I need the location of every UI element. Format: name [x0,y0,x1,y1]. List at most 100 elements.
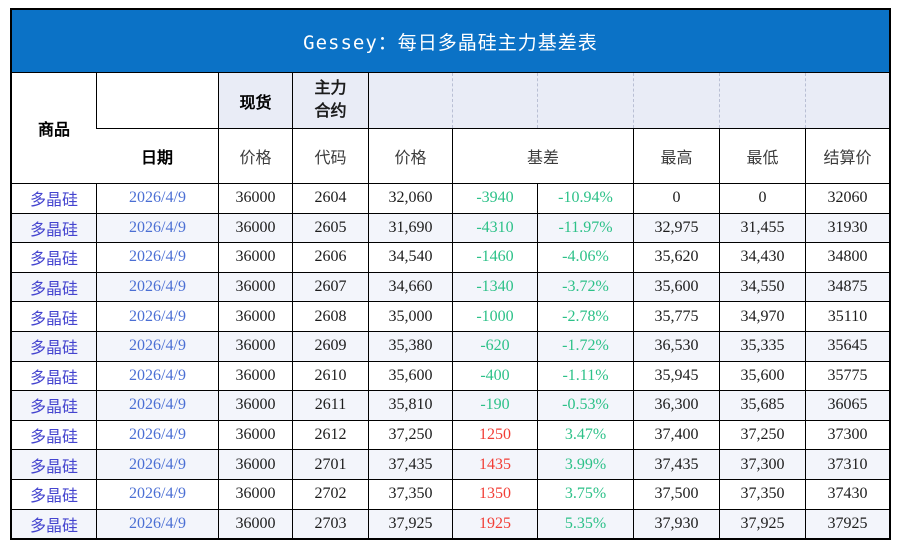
cell-commodity: 多晶硅 [12,330,96,361]
cell-date: 2026/4/9 [96,508,218,539]
col-header-main-contract: 主力合约 [292,73,368,128]
cell-commodity: 多晶硅 [12,212,96,243]
col-header-main-price: 价格 [368,128,452,183]
cell-low: 0 [719,183,805,213]
cell-low: 34,970 [719,301,805,331]
cell-main-price: 35,810 [368,390,452,420]
header-blank-above-basis-pct [537,73,633,128]
cell-basis-pct: -2.78% [537,301,633,331]
table-body: 多晶硅 2026/4/9 36000 2604 32,060 -3940 -10.94% 0 0… [12,183,889,539]
cell-contract-code: 2703 [292,508,368,539]
cell-commodity: 多晶硅 [12,360,96,391]
col-header-spot: 现货 [218,73,292,128]
cell-spot-price: 36000 [218,360,292,391]
cell-settle: 32060 [805,183,889,213]
table-row: 多晶硅 2026/4/9 36000 2702 37,350 1350 3.75% 37,50… [12,478,889,509]
cell-high: 37,400 [633,419,719,450]
cell-spot-price: 36000 [218,242,292,272]
cell-settle: 35110 [805,301,889,331]
basis-table-frame: 商品 现货 主力合约 日期 价格 代码 价格 基差 [10,72,891,541]
cell-high: 36,530 [633,330,719,361]
cell-date: 2026/4/9 [96,183,218,213]
cell-spot-price: 36000 [218,419,292,450]
cell-contract-code: 2604 [292,183,368,213]
table-row: 多晶硅 2026/4/9 36000 2611 35,810 -190 -0.53% 36,3… [12,390,889,420]
cell-low: 34,430 [719,242,805,272]
cell-commodity: 多晶硅 [12,183,96,213]
cell-date: 2026/4/9 [96,360,218,391]
cell-high: 32,975 [633,212,719,243]
col-header-basis: 基差 [452,128,633,183]
cell-spot-price: 36000 [218,212,292,243]
table-row: 多晶硅 2026/4/9 36000 2610 35,600 -400 -1.11% 35,9… [12,360,889,391]
cell-date: 2026/4/9 [96,301,218,331]
table-row: 多晶硅 2026/4/9 36000 2703 37,925 1925 5.35% 37,93… [12,508,889,539]
cell-settle: 35645 [805,330,889,361]
cell-contract-code: 2607 [292,271,368,302]
cell-high: 35,775 [633,301,719,331]
cell-spot-price: 36000 [218,478,292,509]
cell-basis: -4310 [452,212,537,243]
header-blank-above-main-price [368,73,452,128]
cell-low: 35,685 [719,390,805,420]
cell-low: 31,455 [719,212,805,243]
cell-settle: 37925 [805,508,889,539]
cell-basis-pct: 3.75% [537,478,633,509]
cell-main-price: 35,600 [368,360,452,391]
col-header-high: 最高 [633,128,719,183]
col-header-settle: 结算价 [805,128,889,183]
cell-settle: 35775 [805,360,889,391]
cell-contract-code: 2609 [292,330,368,361]
cell-settle: 34875 [805,271,889,302]
cell-contract-code: 2611 [292,390,368,420]
cell-basis: -1340 [452,271,537,302]
cell-date: 2026/4/9 [96,212,218,243]
cell-commodity: 多晶硅 [12,271,96,302]
cell-main-price: 34,540 [368,242,452,272]
header-blank-above-date [96,73,218,128]
cell-high: 35,600 [633,271,719,302]
table-row: 多晶硅 2026/4/9 36000 2701 37,435 1435 3.99% 37,43… [12,449,889,479]
cell-commodity: 多晶硅 [12,301,96,331]
table-row: 多晶硅 2026/4/9 36000 2612 37,250 1250 3.47% 37,40… [12,419,889,450]
cell-commodity: 多晶硅 [12,508,96,539]
cell-settle: 37310 [805,449,889,479]
title-bar: Gessey：每日多晶硅主力基差表 [10,8,891,72]
cell-basis-pct: 3.99% [537,449,633,479]
cell-contract-code: 2608 [292,301,368,331]
cell-basis-pct: -1.11% [537,360,633,391]
col-header-spot-price: 价格 [218,128,292,183]
cell-spot-price: 36000 [218,390,292,420]
basis-table: 商品 现货 主力合约 日期 价格 代码 价格 基差 [12,73,889,539]
cell-high: 37,500 [633,478,719,509]
col-header-contract-code: 代码 [292,128,368,183]
cell-low: 35,335 [719,330,805,361]
cell-basis: -3940 [452,183,537,213]
cell-basis-pct: -1.72% [537,330,633,361]
cell-main-price: 37,925 [368,508,452,539]
cell-contract-code: 2606 [292,242,368,272]
cell-spot-price: 36000 [218,271,292,302]
cell-low: 34,550 [719,271,805,302]
cell-high: 36,300 [633,390,719,420]
cell-commodity: 多晶硅 [12,478,96,509]
cell-basis-pct: -11.97% [537,212,633,243]
cell-low: 35,600 [719,360,805,391]
cell-basis: -1460 [452,242,537,272]
col-header-date: 日期 [96,128,218,183]
header-blank-above-high [633,73,719,128]
header-blank-above-basis [452,73,537,128]
cell-main-price: 32,060 [368,183,452,213]
cell-high: 35,620 [633,242,719,272]
cell-commodity: 多晶硅 [12,390,96,420]
table-row: 多晶硅 2026/4/9 36000 2608 35,000 -1000 -2.78% 35,… [12,301,889,331]
cell-basis-pct: -3.72% [537,271,633,302]
cell-spot-price: 36000 [218,508,292,539]
col-header-commodity: 商品 [37,122,70,139]
cell-commodity: 多晶硅 [12,449,96,479]
table-row: 多晶硅 2026/4/9 36000 2609 35,380 -620 -1.72% 36,5… [12,330,889,361]
cell-high: 0 [633,183,719,213]
header-blank-above-low [719,73,805,128]
cell-date: 2026/4/9 [96,330,218,361]
